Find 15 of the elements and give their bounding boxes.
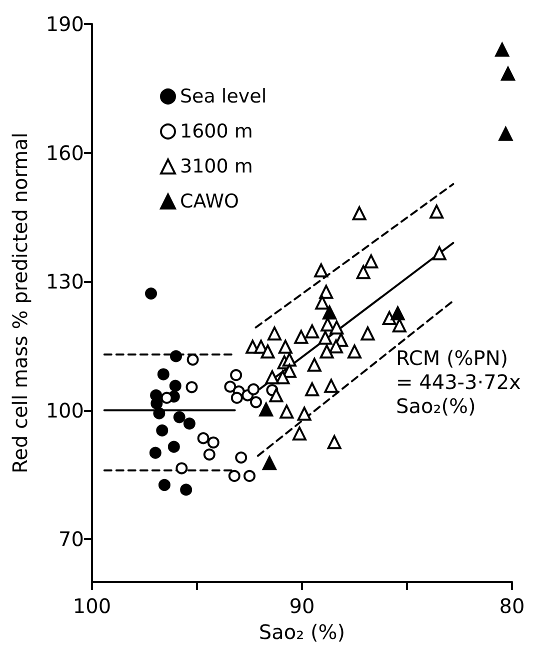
annotation: RCM (%PN) = 443-3·72x Sao₂(%) (396, 346, 522, 418)
x-tick-label: 80 (499, 594, 525, 618)
y-tick-label: 100 (46, 398, 84, 422)
y-tick-label: 160 (46, 140, 84, 165)
legend-label: 3100 m (180, 156, 253, 178)
legend-label: CAWO (180, 190, 239, 212)
y-tick-label: 130 (46, 270, 84, 294)
x-tick-label: 90 (289, 594, 315, 618)
y-tick-label: 70 (58, 527, 84, 552)
x-axis-title: Sao₂ (%) (258, 620, 346, 644)
x-tick-label: 100 (72, 594, 112, 618)
legend-label: 1600 m (180, 120, 253, 142)
y-tick-label: 190 (46, 12, 84, 36)
y-axis-title: Red cell mass % predicted normal (8, 132, 32, 474)
legend-label: Sea level (180, 86, 267, 108)
